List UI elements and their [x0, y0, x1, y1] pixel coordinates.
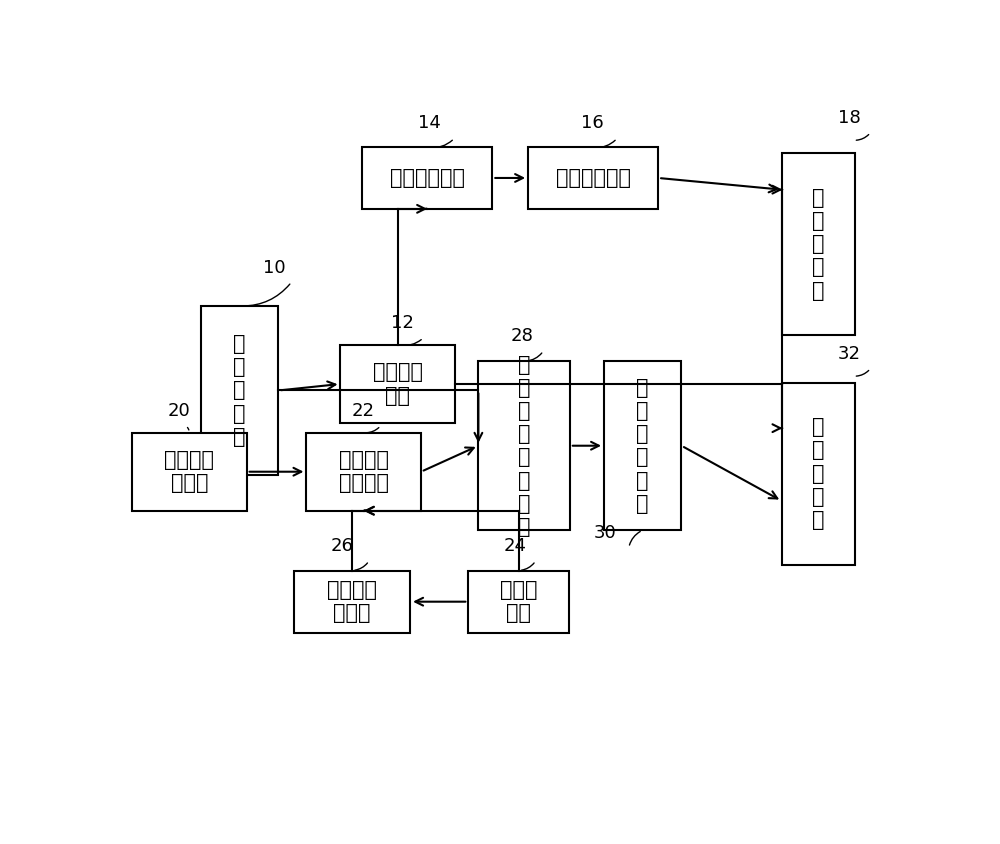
Text: 列
驱
动
电
路: 列 驱 动 电 路	[812, 417, 825, 530]
Text: 14: 14	[418, 115, 441, 133]
Text: 16: 16	[581, 115, 603, 133]
Bar	[294, 571, 410, 632]
Bar	[340, 345, 455, 423]
Text: 时序控制
电路: 时序控制 电路	[373, 362, 423, 406]
Bar	[468, 571, 569, 632]
Text: 行
驱
动
电
路: 行 驱 动 电 路	[812, 188, 825, 300]
Bar	[201, 306, 278, 475]
Bar	[782, 154, 855, 335]
Text: 信
号
接
收
器: 信 号 接 收 器	[233, 334, 246, 446]
Bar	[306, 433, 421, 511]
Text: 图
像
数
据
产
生
电
路: 图 像 数 据 产 生 电 路	[518, 354, 530, 537]
Text: 28: 28	[511, 327, 534, 345]
Bar	[782, 382, 855, 565]
Bar	[604, 361, 681, 530]
Text: 伽马数据
存储器: 伽马数据 存储器	[164, 450, 214, 493]
Bar	[528, 147, 658, 208]
Text: 30: 30	[594, 524, 617, 542]
Text: 10: 10	[263, 259, 286, 277]
Bar	[478, 361, 570, 530]
Text: 伽
马
校
正
电
路: 伽 马 校 正 电 路	[636, 378, 649, 514]
Text: 24: 24	[503, 537, 526, 555]
Text: 工作特性
存储器: 工作特性 存储器	[327, 580, 377, 623]
Text: 12: 12	[391, 314, 414, 332]
Bar	[362, 147, 492, 208]
Text: 20: 20	[168, 402, 190, 419]
Text: 18: 18	[838, 109, 861, 127]
Text: 26: 26	[330, 537, 353, 555]
Text: 电源产生电路: 电源产生电路	[556, 168, 631, 188]
Text: 伽马数据
修正模块: 伽马数据 修正模块	[339, 450, 389, 493]
Text: 22: 22	[351, 402, 374, 419]
Text: 32: 32	[838, 344, 861, 363]
Text: 电源管理电路: 电源管理电路	[390, 168, 465, 188]
Text: 计时器
模块: 计时器 模块	[500, 580, 537, 623]
Bar	[132, 433, 247, 511]
